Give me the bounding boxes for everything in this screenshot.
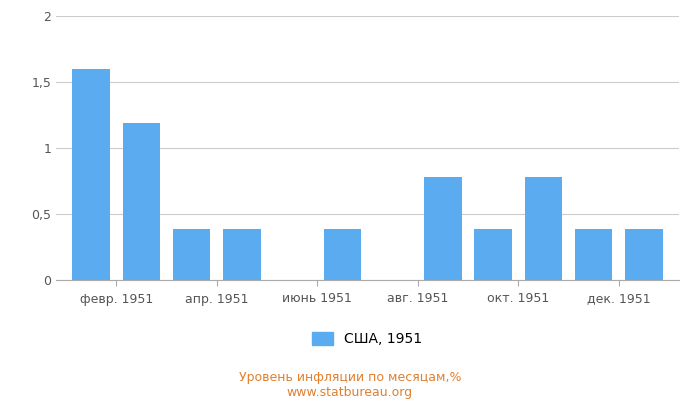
Bar	[475, 228, 512, 280]
Bar	[424, 177, 462, 280]
Bar	[323, 228, 361, 280]
Text: Уровень инфляции по месяцам,%: Уровень инфляции по месяцам,%	[239, 372, 461, 384]
Bar	[524, 177, 562, 280]
Bar	[122, 123, 160, 280]
Bar	[173, 228, 211, 280]
Bar	[625, 228, 663, 280]
Bar	[575, 228, 612, 280]
Legend: США, 1951: США, 1951	[307, 326, 428, 352]
Bar	[223, 228, 260, 280]
Bar	[72, 69, 110, 280]
Text: www.statbureau.org: www.statbureau.org	[287, 386, 413, 399]
